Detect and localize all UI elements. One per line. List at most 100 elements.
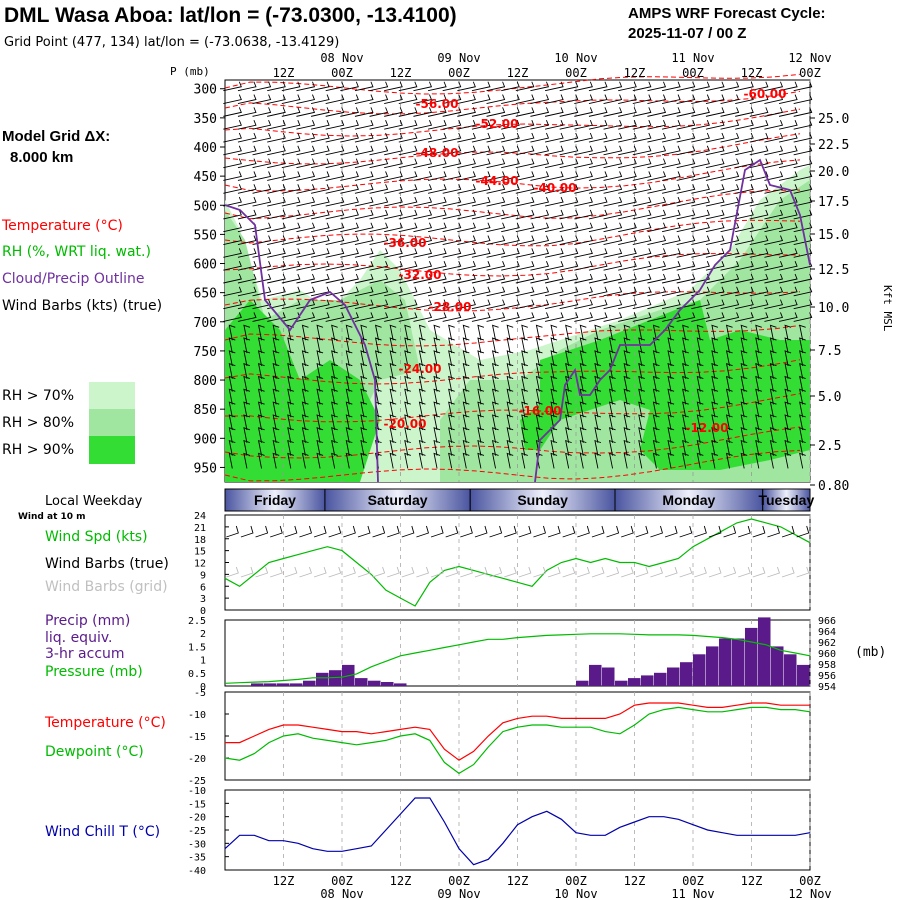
wind-barb [691,94,710,104]
wind-barb [223,312,242,322]
wind-barb [267,261,286,271]
wind-barb-true [226,525,239,538]
wind-barb [725,363,733,379]
wind-barb [544,184,564,194]
wind-barb [486,120,506,130]
wind-barb [427,286,447,297]
wind-barb [272,350,280,366]
wind-barb [676,145,696,156]
wind-barb [457,196,476,207]
wind-barb [588,94,608,104]
wind-barb [711,452,719,469]
wind-barb [418,439,426,456]
wind-barb [389,350,397,366]
wind-barb [281,312,301,322]
wind-barb [340,261,359,271]
wind-barb [257,350,265,366]
bottom-hour-label: 12Z [741,874,763,888]
wind-barb [448,414,455,431]
weekday-name: Monday [662,492,715,508]
wind-barb [310,132,330,143]
wind-barb-true [313,525,327,538]
wind-barb [749,273,769,284]
temperature-contour [224,159,801,192]
bottom-hour-label: 00Z [565,874,587,888]
weekday-name: Saturday [368,492,428,508]
wind-barb [267,94,286,104]
wind-barb [778,209,798,220]
wind-barb [530,184,550,194]
legend-rh90: RH > 90% [2,442,74,458]
wind-barb [223,81,242,92]
wind-barb [574,171,593,181]
wind-barb [515,171,535,181]
wind-barb [682,388,689,405]
wind-barb [398,107,418,117]
temperature-contour [224,291,801,312]
wind-barb [515,286,535,297]
wind-barb [778,235,798,245]
wind-barb [442,286,462,297]
wind-barb [696,388,704,405]
wind-barb [310,273,330,284]
wind-barb [793,235,813,245]
height-tick-label: 15.0 [818,228,849,243]
wind-barb [237,209,257,220]
temperature-contour-label: -40.00 [534,181,577,195]
wind-barb [632,312,652,322]
wind-barb [574,273,593,284]
wind-barb [471,299,491,310]
wind-barb [281,94,301,104]
temperature-contour-label: -56.00 [416,97,459,111]
wind-barb [682,452,689,469]
wind-barb [433,414,441,431]
wind-barb [623,375,631,392]
wind-barb [530,145,550,156]
wind-barb-grid [767,566,781,578]
wind-barb [369,132,389,143]
wind-barb [486,222,506,233]
wind-barb-grid [533,566,547,578]
wind-barb [574,145,593,156]
wind-barb-grid [284,566,298,578]
wind-barb [618,171,637,181]
wind-barb [696,350,704,366]
wind-barb [691,107,710,117]
wind-barb [252,158,272,169]
wind-barb [310,209,330,220]
wind-barb [764,273,784,284]
wind-barb [486,132,506,143]
wind-barb [316,388,324,405]
wind-barb [296,222,316,233]
wind-barb [267,248,286,258]
precip-bar [758,617,771,686]
wind-barb [755,375,762,392]
wind-barb [316,324,324,341]
wind-barb [755,427,762,443]
precip-bar [706,646,719,686]
wind-barb [778,196,798,207]
wind-barb [296,248,316,258]
wind-barb [632,222,652,233]
wind-barb [243,324,251,341]
wind-barb [799,439,806,456]
wind-barb [310,158,330,169]
wind-barb-grid [387,566,400,578]
wind-barb [696,452,704,469]
wind-barb [661,261,681,271]
legend-windchill: Wind Chill T (°C) [45,824,160,840]
precip-bar [797,664,810,686]
wind-barb [764,209,784,220]
wind-barb [448,324,455,341]
wind-barb [618,107,637,117]
temperature-contour-label: -48.00 [416,146,459,160]
wind-barb [310,171,330,181]
wind-barb [501,273,520,284]
wind-barb [471,107,491,117]
wind-barb [281,158,301,169]
wind-barb [574,209,593,220]
wind-barb [793,273,813,284]
wind-barb [360,375,368,392]
wind-barb [237,286,257,297]
wind-barb [544,235,564,245]
